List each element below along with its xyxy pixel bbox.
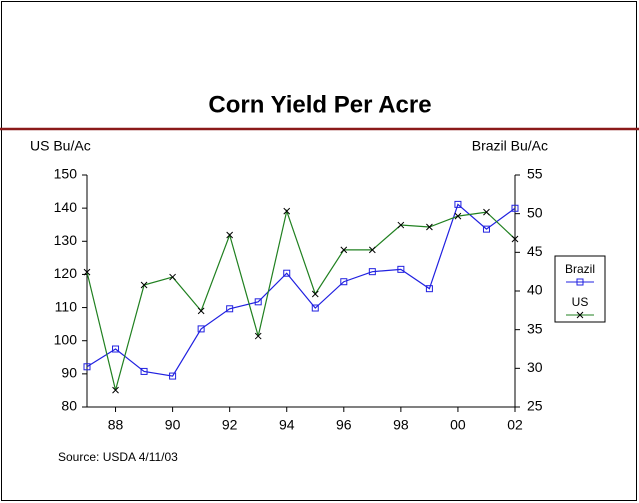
y-tick-label: 120 <box>54 265 78 281</box>
point <box>340 278 348 286</box>
point <box>169 372 177 380</box>
point <box>340 246 348 254</box>
source-note: Source: USDA 4/11/03 <box>58 450 178 464</box>
x-tick-label: 96 <box>336 417 352 433</box>
point <box>112 345 120 353</box>
point <box>368 268 376 276</box>
point <box>197 325 205 333</box>
point <box>83 363 91 371</box>
y-tick-label: 90 <box>61 365 77 381</box>
y-tick-label: 140 <box>54 199 78 215</box>
point <box>197 307 205 315</box>
point <box>140 281 148 289</box>
y-tick-label: 130 <box>54 232 78 248</box>
y-tick-label: 150 <box>54 166 78 182</box>
legend <box>554 255 606 323</box>
point <box>397 221 405 229</box>
x-tick-label: 90 <box>165 417 181 433</box>
point <box>311 304 319 312</box>
point <box>426 223 433 231</box>
point <box>368 246 376 254</box>
point <box>226 231 234 239</box>
point <box>454 212 462 220</box>
y-axis-label: US Bu/Ac <box>30 138 91 154</box>
legend-label: Brazil <box>565 262 595 276</box>
point <box>226 305 234 313</box>
point <box>511 204 519 212</box>
point <box>112 386 119 394</box>
x-tick-label: 02 <box>507 417 523 433</box>
x-tick-label: 00 <box>450 417 466 433</box>
legend-marker <box>576 311 584 319</box>
series-line <box>86 208 516 391</box>
point <box>425 285 433 293</box>
legend-label: US <box>572 295 589 309</box>
y2-tick-label: 50 <box>527 204 543 220</box>
x-tick-label: 92 <box>222 417 238 433</box>
legend-marker <box>576 278 584 286</box>
y2-tick-label: 40 <box>527 282 543 298</box>
y2-tick-label: 55 <box>527 166 543 182</box>
point <box>511 235 519 243</box>
y2-tick-label: 35 <box>527 320 543 336</box>
point <box>397 265 405 273</box>
y-tick-label: 100 <box>54 331 78 347</box>
y2-tick-label: 25 <box>527 398 543 414</box>
point <box>454 200 462 208</box>
point <box>254 332 262 340</box>
point <box>283 269 291 277</box>
x-tick-label: 98 <box>393 417 409 433</box>
y-tick-label: 80 <box>61 398 77 414</box>
y2-tick-label: 45 <box>527 243 543 259</box>
x-tick-label: 88 <box>108 417 124 433</box>
y2-axis-label: Brazil Bu/Ac <box>472 138 548 154</box>
series-line <box>86 203 516 377</box>
x-tick-label: 94 <box>279 417 295 433</box>
point <box>169 273 176 281</box>
point <box>83 268 91 276</box>
point <box>482 225 490 233</box>
y-tick-label: 110 <box>55 298 78 314</box>
y2-tick-label: 30 <box>527 359 543 375</box>
point <box>254 298 262 306</box>
point <box>483 208 490 216</box>
point <box>283 207 291 215</box>
point <box>311 290 319 298</box>
chart-title: Corn Yield Per Acre <box>208 91 431 118</box>
point <box>140 367 148 375</box>
